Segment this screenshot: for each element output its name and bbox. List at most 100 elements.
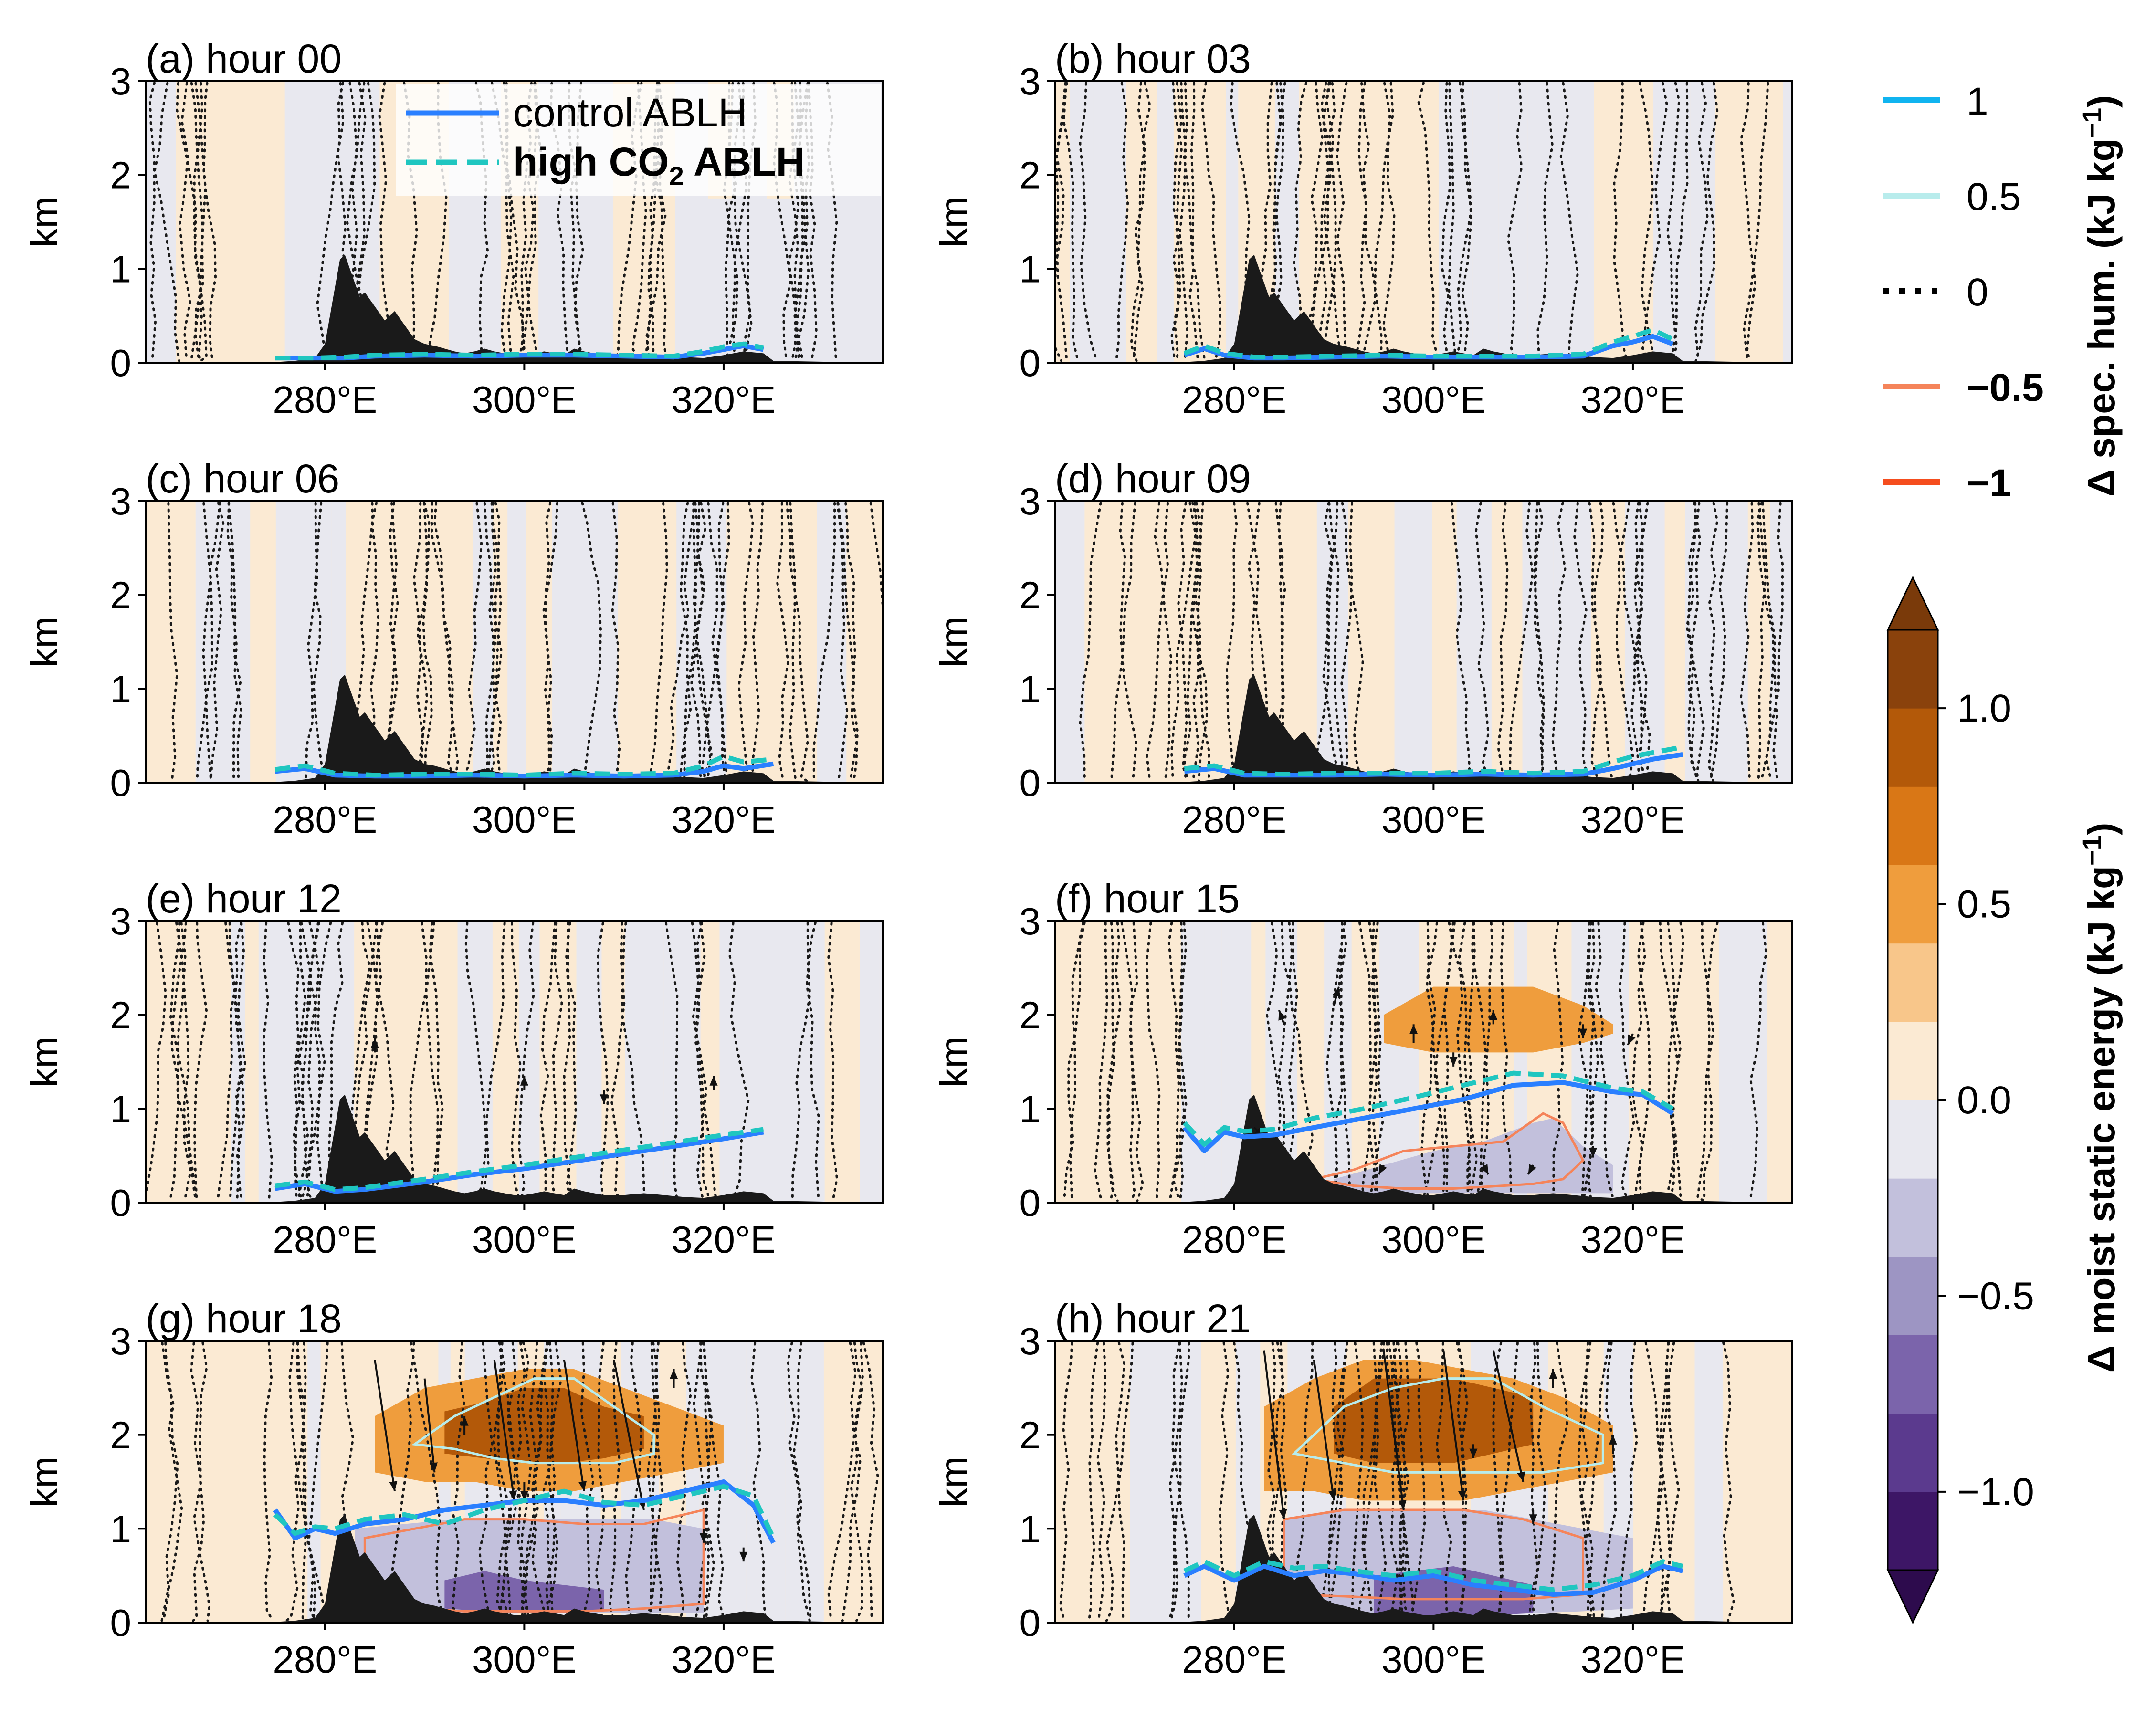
- spechum-zero-contour: [569, 81, 583, 362]
- mse-band: [1334, 1118, 1613, 1194]
- mse-stripe: [727, 1341, 747, 1623]
- wind-arrow: [1409, 1024, 1418, 1043]
- spechum-zero-contour: [515, 1341, 526, 1622]
- spechum-zero-contour: [1313, 501, 1339, 782]
- spechum-zero-contour: [1369, 921, 1378, 1200]
- spechum-zero-contour: [1536, 81, 1554, 362]
- x-tick-label: 280°E: [1182, 1218, 1286, 1261]
- wind-arrow: [1489, 1010, 1498, 1025]
- spechum-zero-contour: [751, 501, 764, 782]
- spechum-zero-contour: [844, 501, 859, 782]
- mse-stripe: [593, 501, 619, 783]
- spechum-zero-contour: [1323, 1341, 1349, 1622]
- x-tick-label: 280°E: [273, 378, 377, 421]
- spechum-zero-contour: [1079, 501, 1103, 782]
- y-tick-label: 1: [1020, 668, 1041, 710]
- mse-stripe: [1397, 921, 1419, 1203]
- spechum-zero-contour: [308, 921, 324, 1202]
- spechum-zero-contour: [461, 501, 483, 782]
- spechum-zero-contour: [286, 921, 303, 1202]
- wind-arrow: [1383, 1350, 1407, 1510]
- spechum-zero-contour: [1055, 81, 1068, 361]
- wind-arrow: [739, 1547, 748, 1562]
- spechum-zero-contour: [160, 1341, 183, 1622]
- panel-title: (c) hour 06: [146, 456, 339, 501]
- spechum-zero-contour: [1458, 921, 1478, 1202]
- colorbar-segment: [1888, 943, 1938, 1022]
- mse-stripe: [1070, 81, 1094, 363]
- spechum-zero-contour: [1460, 81, 1472, 361]
- colorbar-segment: [1888, 1021, 1938, 1100]
- spechum-zero-contour: [812, 501, 836, 782]
- y-tick-label: 2: [110, 574, 132, 617]
- y-tick-label: 3: [110, 60, 132, 103]
- y-tick-label: 2: [1020, 574, 1041, 617]
- spechum-zero-contour: [1339, 501, 1354, 782]
- spechum-zero-contour: [1055, 81, 1068, 362]
- y-tick-label: 1: [1020, 1508, 1041, 1550]
- wind-arrow: [1449, 1052, 1458, 1067]
- x-tick-label: 300°E: [1381, 1218, 1486, 1261]
- wind-arrow: [1313, 1360, 1337, 1501]
- spechum-zero-contour: [1192, 501, 1210, 782]
- x-tick-label: 280°E: [273, 1218, 377, 1261]
- panel-plot-area: [146, 1341, 883, 1623]
- spechum-zero-contour: [702, 1341, 713, 1622]
- spechum-zero-contour: [227, 501, 242, 782]
- panel-c: (c) hour 06 0 1 2 3 km 280°E 300°E 320°E: [23, 456, 884, 841]
- spechum-zero-contour: [1633, 501, 1648, 782]
- spechum-zero-contour: [785, 501, 809, 782]
- spechum-zero-contour: [1360, 81, 1383, 362]
- spechum-zero-contour: [792, 1341, 812, 1621]
- spechum-zero-contour: [787, 1341, 811, 1622]
- mse-stripe: [1456, 501, 1492, 783]
- spechum-zero-contour: [1325, 921, 1346, 1202]
- spechum-zero-contour: [544, 501, 553, 782]
- spechum-zero-contour: [474, 81, 489, 362]
- legend-label-control: control ABLH: [513, 90, 747, 135]
- spechum-zero-contour: [1336, 81, 1348, 362]
- spechum-zero-contour: [789, 501, 797, 782]
- y-tick-label: 2: [110, 1414, 132, 1456]
- mse-stripe: [1055, 501, 1085, 783]
- spechum-zero-contour: [647, 81, 659, 362]
- spechum-zero-contour: [1188, 501, 1209, 782]
- spechum-zero-contour: [517, 921, 535, 1202]
- spechum-legend-label: 0: [1967, 271, 1988, 314]
- spechum-zero-contour: [1641, 81, 1668, 362]
- mse-stripe: [1157, 81, 1174, 363]
- mse-stripe: [1783, 81, 1792, 363]
- x-tick-label: 320°E: [1581, 1218, 1685, 1261]
- colorbar-tick-label: −0.5: [1957, 1274, 2034, 1318]
- spechum-zero-contour: [1172, 81, 1183, 362]
- spechum-zero-contour: [1267, 1341, 1285, 1622]
- spechum-zero-contour: [1743, 81, 1769, 362]
- y-tick-label: 3: [1020, 1320, 1041, 1362]
- spechum-zero-contour: [1241, 501, 1261, 782]
- spechum-zero-contour: [202, 81, 217, 362]
- spechum-zero-contour: [153, 81, 180, 362]
- spechum-zero-contour: [480, 921, 506, 1202]
- mse-stripe: [1093, 81, 1126, 363]
- spechum-zero-contour: [1225, 501, 1238, 782]
- colorbar-segment: [1888, 865, 1938, 944]
- spechum-zero-contour: [1293, 1341, 1314, 1622]
- spechum-zero-contour: [1756, 501, 1775, 782]
- spechum-zero-contour: [1391, 1341, 1411, 1622]
- spechum-zero-contour: [1447, 921, 1474, 1202]
- spechum-zero-contour: [791, 921, 811, 1202]
- spechum-zero-contour: [306, 921, 333, 1200]
- panel-h: (h) hour 21 0 1 2 3 km 280°E 300°E 320°E: [932, 1296, 1793, 1681]
- spechum-zero-contour: [1659, 1341, 1680, 1622]
- spechum-zero-contour: [301, 921, 321, 1202]
- x-tick-label: 280°E: [273, 1638, 377, 1681]
- mse-band: [444, 1388, 644, 1463]
- spechum-zero-contour: [1167, 921, 1180, 1202]
- wind-arrow: [709, 1076, 718, 1090]
- mse-stripe: [1130, 1341, 1164, 1623]
- spechum-zero-contour: [1582, 921, 1599, 1202]
- spechum-zero-contour: [490, 81, 526, 362]
- mse-stripe: [1625, 501, 1665, 783]
- mse-stripe: [1204, 921, 1222, 1203]
